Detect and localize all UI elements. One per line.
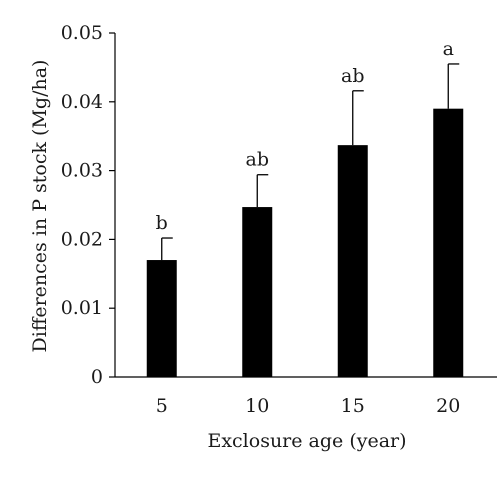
x-tick-label: 10 xyxy=(245,395,269,417)
x-axis-title: Exclosure age (year) xyxy=(207,430,406,452)
significance-letter: ab xyxy=(341,65,365,87)
x-tick-label: 5 xyxy=(156,395,168,417)
significance-letter: b xyxy=(156,212,168,234)
x-tick-label: 15 xyxy=(341,395,365,417)
bar xyxy=(242,207,273,377)
y-axis: 0 0.01 0.02 0.03 0.04 0.05 xyxy=(61,22,116,388)
x-axis: 5 10 15 20 xyxy=(115,376,497,417)
x-tick-label: 20 xyxy=(436,395,460,417)
y-tick-label: 0.05 xyxy=(61,22,103,44)
bars xyxy=(146,108,464,378)
y-tick-label: 0 xyxy=(91,366,103,388)
significance-letter: ab xyxy=(246,149,270,171)
y-axis-title: Differences in P stock (Mg/ha) xyxy=(29,60,51,353)
significance-letters: b ab ab a xyxy=(156,38,454,234)
bar xyxy=(433,108,464,378)
significance-letter: a xyxy=(443,38,454,60)
y-tick-label: 0.03 xyxy=(61,160,103,182)
bar xyxy=(337,145,368,377)
error-bars xyxy=(161,63,460,261)
y-tick-label: 0.02 xyxy=(61,228,103,250)
bar xyxy=(146,260,177,377)
y-tick-label: 0.01 xyxy=(61,297,103,319)
y-tick-label: 0.04 xyxy=(61,91,103,113)
